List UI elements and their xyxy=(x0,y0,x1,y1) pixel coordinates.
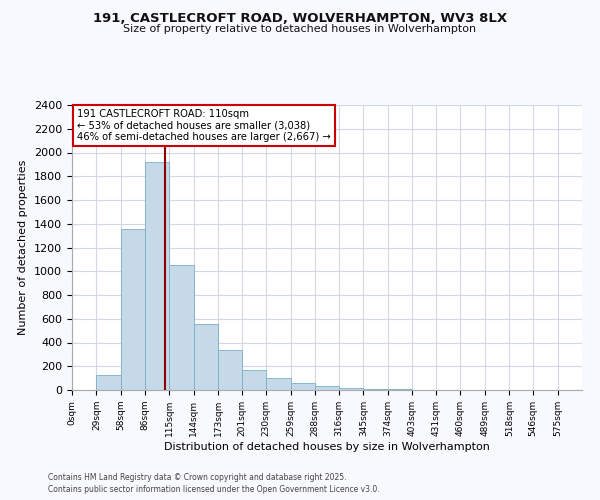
Bar xyxy=(145,162,169,390)
Text: Size of property relative to detached houses in Wolverhampton: Size of property relative to detached ho… xyxy=(124,24,476,34)
Text: Contains HM Land Registry data © Crown copyright and database right 2025.: Contains HM Land Registry data © Crown c… xyxy=(48,472,347,482)
Bar xyxy=(169,264,194,390)
Text: Contains public sector information licensed under the Open Government Licence v3: Contains public sector information licen… xyxy=(48,485,380,494)
Y-axis label: Number of detached properties: Number of detached properties xyxy=(19,160,28,335)
Bar xyxy=(364,389,388,390)
Bar xyxy=(339,388,364,390)
Bar xyxy=(242,370,266,390)
X-axis label: Distribution of detached houses by size in Wolverhampton: Distribution of detached houses by size … xyxy=(164,442,490,452)
Bar xyxy=(218,350,242,390)
Bar xyxy=(97,375,121,390)
Text: 191 CASTLECROFT ROAD: 110sqm
← 53% of detached houses are smaller (3,038)
46% of: 191 CASTLECROFT ROAD: 110sqm ← 53% of de… xyxy=(77,110,331,142)
Text: 191, CASTLECROFT ROAD, WOLVERHAMPTON, WV3 8LX: 191, CASTLECROFT ROAD, WOLVERHAMPTON, WV… xyxy=(93,12,507,26)
Bar xyxy=(194,324,218,390)
Bar xyxy=(121,229,145,390)
Bar xyxy=(290,383,315,390)
Bar xyxy=(266,378,290,390)
Bar xyxy=(315,386,339,390)
